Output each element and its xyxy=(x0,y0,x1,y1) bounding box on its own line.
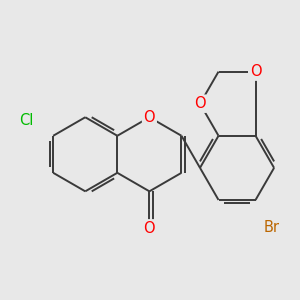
Text: O: O xyxy=(250,64,261,79)
Text: O: O xyxy=(144,110,155,125)
Text: Br: Br xyxy=(263,220,279,235)
Text: Cl: Cl xyxy=(19,112,33,128)
Text: O: O xyxy=(194,96,206,111)
Text: O: O xyxy=(144,221,155,236)
